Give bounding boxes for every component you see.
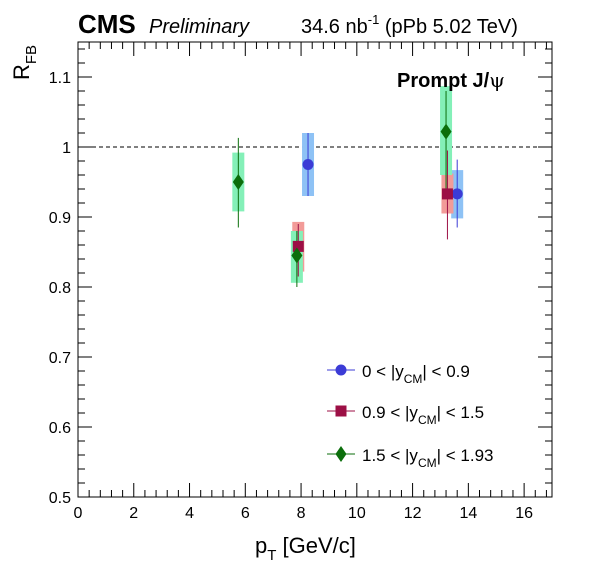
y-tick-label: 0.9: [49, 210, 71, 227]
x-axis-title: pT [GeV/c]: [255, 533, 356, 564]
legend-3-sub: CM: [418, 456, 437, 470]
legend-3-pre: 1.5 < |y: [362, 446, 418, 465]
y-tick-label: 0.5: [49, 490, 71, 507]
axis-ticks: [77, 42, 552, 498]
legend-2-sub: CM: [418, 413, 437, 427]
x-tick-label: 14: [459, 505, 477, 522]
legend-circle-marker: [335, 364, 347, 376]
x-tick-label: 6: [241, 505, 250, 522]
legend-1-pre: 0 < |y: [362, 362, 404, 381]
prompt-jpsi-prefix: Prompt J/: [397, 70, 490, 92]
data-point-diamond: [291, 247, 303, 264]
y-axis-title: RFB: [9, 45, 40, 80]
y-title-main: R: [9, 64, 34, 80]
lumi-value: 34.6 nb: [301, 16, 368, 38]
legend-square-marker: [335, 405, 347, 417]
x-tick-label: 4: [185, 505, 194, 522]
data-point-circle: [302, 159, 314, 170]
data-point-diamond: [440, 123, 452, 140]
legend-label-1: 0 < |yCM| < 0.9: [362, 362, 470, 386]
x-tick-label: 2: [129, 505, 138, 522]
legend-label-3: 1.5 < |yCM| < 1.93: [362, 446, 494, 470]
preliminary-label: Preliminary: [149, 16, 250, 38]
plot-frame: [77, 41, 553, 498]
legend-entry-series-2: 0.9 < |yCM| < 1.5: [327, 403, 484, 427]
legend-label-2: 0.9 < |yCM| < 1.5: [362, 403, 484, 427]
cms-label: CMS: [78, 9, 136, 39]
x-title-main: p: [255, 533, 267, 558]
y-tick-label: 0.8: [49, 280, 71, 297]
legend-1-post: | < 0.9: [422, 362, 469, 381]
x-tick-label: 10: [348, 505, 366, 522]
y-tick-label: 1.1: [49, 70, 71, 87]
data-point-diamond: [232, 174, 244, 190]
data-point-square: [441, 188, 453, 200]
legend-diamond-marker: [335, 446, 347, 462]
lumi-exponent: -1: [368, 12, 380, 27]
x-tick-label: 0: [74, 505, 83, 522]
psi-symbol: ψ: [489, 68, 505, 92]
data-point-circle: [451, 188, 463, 200]
x-tick-label: 16: [515, 505, 533, 522]
legend-1-sub: CM: [404, 372, 423, 386]
y-tick-label: 0.6: [49, 420, 71, 437]
tick-labels: 0 2 4 6 8 10 12 14 16 0.5 0.6 0.7 0.8 0.9 1 1.1: [49, 70, 533, 522]
legend-2-pre: 0.9 < |y: [362, 403, 418, 422]
legend: 0 < |yCM| < 0.9 0.9 < |yCM| < 1.5 1.5 < …: [327, 362, 494, 470]
legend-3-post: | < 1.93: [437, 446, 494, 465]
data-point-square: [292, 240, 304, 252]
x-title-sub: T: [267, 547, 276, 564]
x-tick-label: 8: [297, 505, 306, 522]
x-title-unit: [GeV/c]: [276, 533, 355, 558]
prompt-jpsi-label: Prompt J/ψ: [397, 68, 505, 92]
lumi-detail: (pPb 5.02 TeV): [379, 16, 518, 38]
legend-entry-series-1: 0 < |yCM| < 0.9: [327, 362, 470, 386]
data-markers: [232, 123, 463, 264]
x-tick-label: 12: [404, 505, 422, 522]
y-tick-label: 0.7: [49, 350, 71, 367]
y-title-sub: FB: [23, 45, 40, 64]
legend-2-post: | < 1.5: [437, 403, 484, 422]
y-tick-label: 1: [62, 140, 71, 157]
legend-entry-series-3: 1.5 < |yCM| < 1.93: [327, 446, 494, 470]
luminosity-label: 34.6 nb-1 (pPb 5.02 TeV): [301, 12, 518, 38]
